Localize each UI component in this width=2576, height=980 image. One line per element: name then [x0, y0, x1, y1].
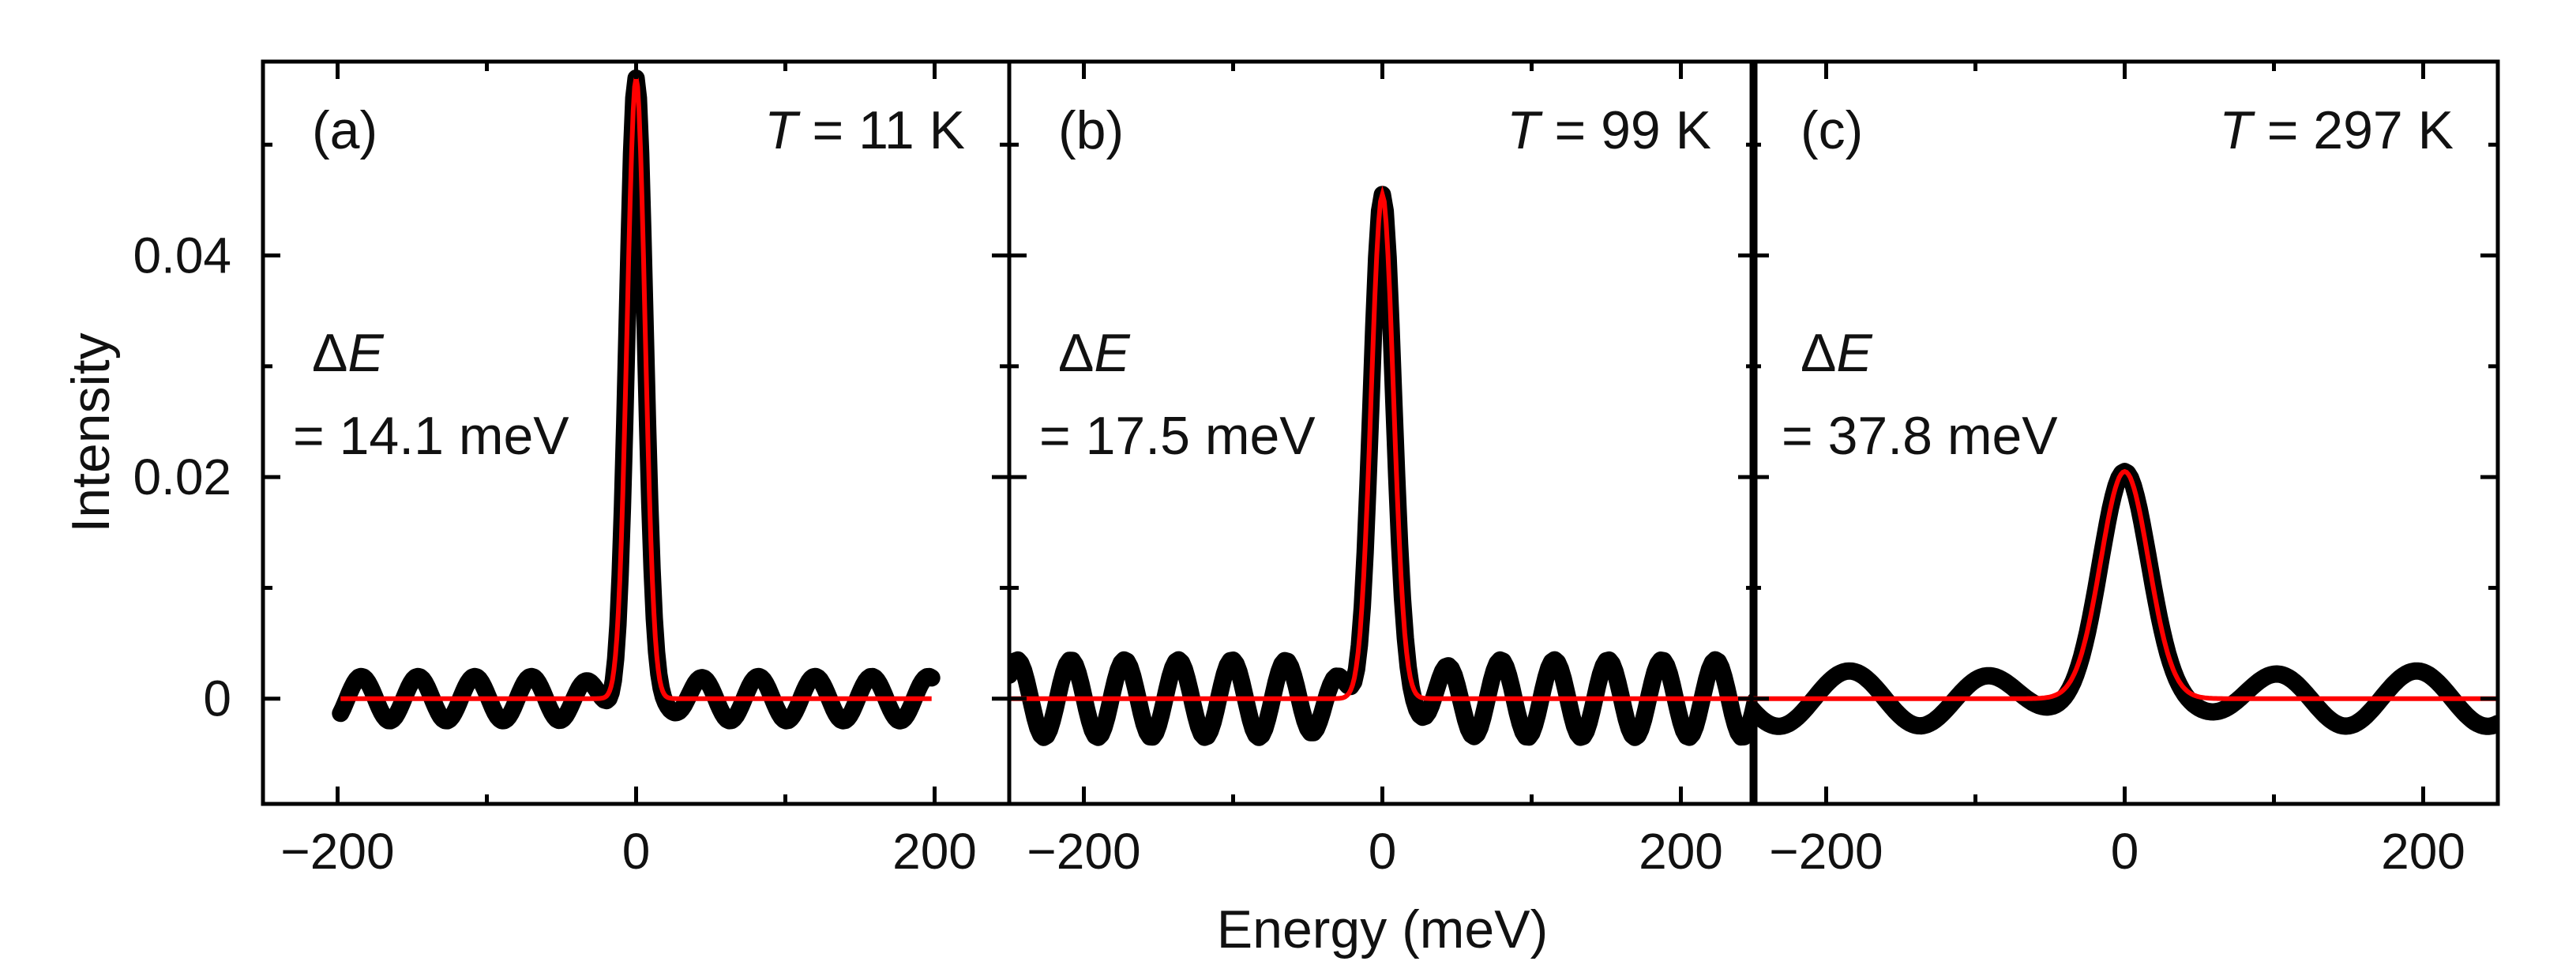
- x-tick-label: 0: [1369, 823, 1397, 880]
- panel-a-tag: (a): [312, 100, 377, 160]
- panel-b-fit-line: [1009, 185, 1756, 701]
- panel-b-delta-e: ΔE: [1058, 323, 1130, 383]
- y-tick-label: 0.04: [133, 227, 231, 284]
- x-tick-label: 0: [622, 823, 651, 880]
- panel-a-width-value: = 14.1 meV: [293, 406, 569, 466]
- x-tick-label: −200: [1027, 823, 1140, 880]
- panel-a-delta-e: ΔE: [312, 323, 384, 383]
- x-tick-labels: −200 0 200 −200 0 200 −200 0 200: [280, 823, 2465, 880]
- panel-c-ticks: [1752, 62, 2498, 804]
- panel-c-curves: [1752, 463, 2498, 735]
- panel-c-fit-line: [1752, 468, 2498, 701]
- x-tick-label: 200: [1639, 823, 1723, 880]
- x-tick-label: 200: [892, 823, 977, 880]
- y-axis-label: Intensity: [61, 332, 121, 532]
- panel-a-data-series: [332, 69, 941, 730]
- panel-c-temperature: T = 297 K: [2219, 100, 2454, 160]
- x-tick-label: −200: [1769, 823, 1883, 880]
- panel-a-ticks: [263, 62, 1009, 804]
- panel-c-data-series: [1752, 463, 2498, 735]
- y-tick-label: 0.02: [133, 449, 231, 505]
- panel-b-curves: [1009, 185, 1756, 746]
- panel-b-temperature: T = 99 K: [1507, 100, 1711, 160]
- y-tick-labels: 0 0.02 0.04: [133, 227, 231, 727]
- panel-a: (a) T = 11 K ΔE = 14.1 meV: [261, 59, 1012, 806]
- panel-c-width-value: = 37.8 meV: [1782, 406, 2058, 466]
- panel-c-tag: (c): [1801, 100, 1863, 160]
- x-tick-label: 200: [2381, 823, 2465, 880]
- panel-b-tag: (b): [1058, 100, 1124, 160]
- panel-b-data-series: [1009, 186, 1756, 746]
- x-axis-label: Energy (meV): [1217, 899, 1548, 959]
- panel-c-delta-e: ΔE: [1801, 323, 1872, 383]
- panel-b: (b) T = 99 K ΔE = 17.5 meV: [1007, 59, 1758, 806]
- panel-b-width-value: = 17.5 meV: [1039, 406, 1316, 466]
- x-tick-label: 0: [2111, 823, 2139, 880]
- panel-a-temperature: T = 11 K: [764, 100, 965, 160]
- panel-c: (c) T = 297 K ΔE = 37.8 meV: [1749, 59, 2500, 806]
- y-tick-label: 0: [203, 670, 231, 727]
- x-tick-label: −200: [280, 823, 394, 880]
- panel-a-curves: [332, 69, 941, 730]
